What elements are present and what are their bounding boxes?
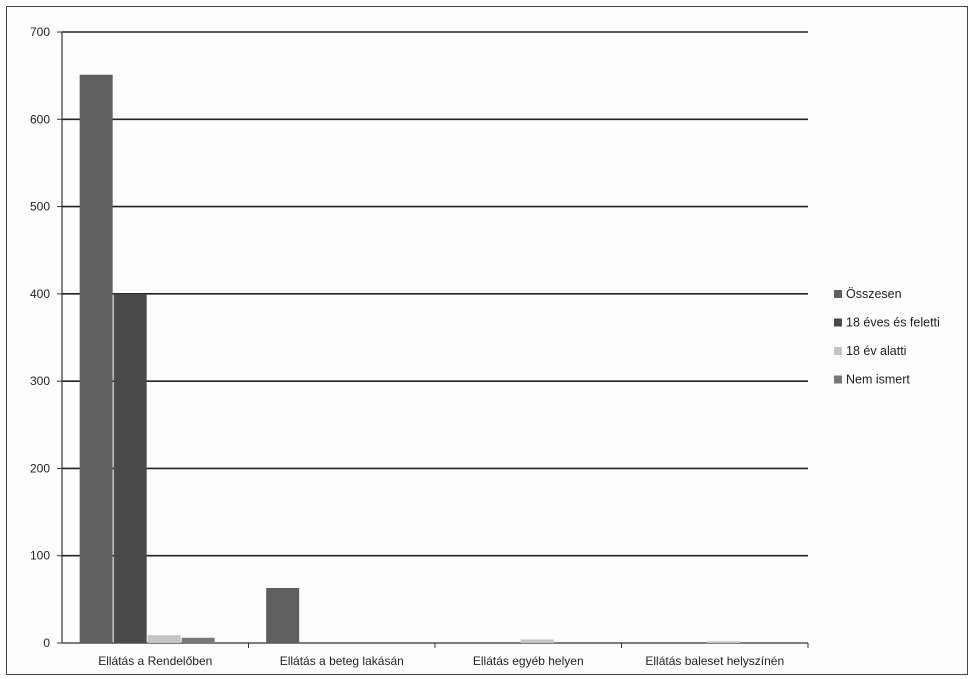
- legend-label: 18 év alatti: [846, 344, 906, 358]
- y-tick-label: 300: [30, 374, 50, 388]
- legend-swatch: [834, 318, 842, 327]
- y-tick-label: 500: [30, 200, 50, 214]
- category-label: Ellátás baleset helyszínén: [645, 654, 784, 668]
- bar--sszesen-0: [79, 74, 113, 643]
- bar-18-v-alatti-3: [707, 641, 741, 643]
- y-tick-label: 100: [30, 549, 50, 563]
- bars: [79, 74, 741, 643]
- category-labels: Ellátás a Rendelőben Ellátás a beteg laká…: [98, 654, 784, 668]
- chart-frame: [6, 6, 968, 675]
- gridlines: [62, 31, 808, 557]
- category-label: Ellátás egyéb helyen: [473, 654, 584, 668]
- legend: Összesen 18 éves és feletti 18 év alatti Ne…: [834, 287, 940, 387]
- bar-18-v-alatti-0: [147, 635, 181, 643]
- y-tick-label: 600: [30, 112, 50, 126]
- legend-swatch: [834, 347, 842, 355]
- y-tick-labels: 0 100 200 300 400 500 600 700: [30, 25, 50, 650]
- legend-label: Nem ismert: [846, 373, 910, 387]
- y-tick-label: 0: [43, 636, 50, 650]
- y-tick-label: 200: [30, 461, 50, 475]
- legend-label: Összesen: [846, 287, 902, 301]
- bar-18-v-alatti-2: [520, 639, 554, 643]
- category-label: Ellátás a Rendelőben: [98, 654, 212, 668]
- bar-18-ves-s-feletti-0: [113, 293, 147, 643]
- category-label: Ellátás a beteg lakásán: [280, 654, 404, 668]
- legend-label: 18 éves és feletti: [846, 316, 940, 330]
- bar--sszesen-1: [266, 588, 300, 643]
- legend-swatch: [834, 290, 842, 298]
- y-tick-label: 700: [30, 25, 50, 39]
- y-tick-label: 400: [30, 287, 50, 301]
- legend-swatch: [834, 375, 842, 384]
- bar-nem-ismert-0: [181, 637, 215, 643]
